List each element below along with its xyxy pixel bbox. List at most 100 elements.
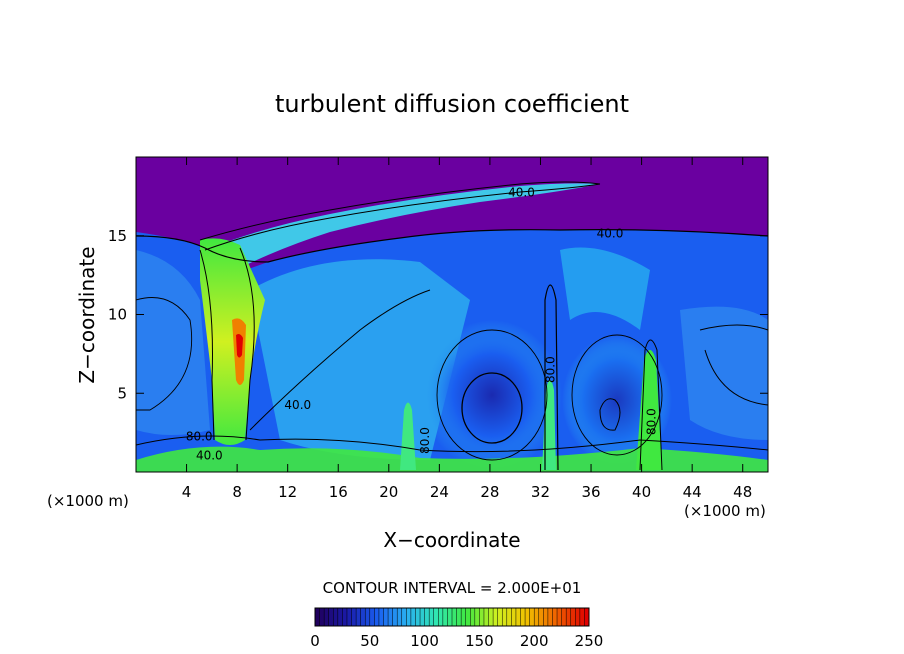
colorbar-swatch [511,608,517,626]
colorbar-swatch [525,608,531,626]
colorbar-swatch [561,608,567,626]
contour-line [204,183,601,251]
colorbar-swatch [515,608,521,626]
contour-label: 80.0 [645,408,659,435]
colorbar-swatch [502,608,508,626]
colorbar-swatch [315,608,321,626]
colorbar-swatch [346,608,353,626]
colorbar [314,608,590,626]
x-tick-label: 8 [232,483,242,501]
colorbar-swatch [328,608,334,626]
contour-lines [136,181,768,471]
colorbar-swatch [410,608,416,626]
x-tick-label: 16 [329,483,348,501]
colorbar-swatch [557,608,563,626]
colorbar-swatch [365,608,371,626]
colorbar-swatch [429,608,435,626]
colorbar-swatch [369,608,375,626]
y-tick-label: 5 [117,384,127,402]
colorbar-swatch [552,608,558,626]
colorbar-swatch [570,608,576,626]
colorbar-tick-label: 150 [465,632,494,650]
contour-line [199,181,601,241]
colorbar-swatch [401,608,407,626]
colorbar-swatch [538,608,544,626]
colorbar-swatch [342,608,348,626]
x-tick-label: 28 [480,483,499,501]
colorbar-swatch [433,608,439,626]
contour-line [199,249,215,441]
colorbar-swatch [534,608,540,626]
colorbar-swatch [465,608,471,626]
x-tick-label: 4 [182,483,192,501]
colorbar-swatch [397,608,403,626]
colorbar-swatch [333,608,339,626]
contour-line [239,247,255,441]
y-unit-label: (×1000 m) [47,492,129,510]
colorbar-swatch [356,608,362,626]
contour-line [599,398,621,431]
region-right-wisps [560,247,650,330]
region-mid-cell [250,259,470,460]
region-surface-layer [136,446,768,472]
colorbar-swatch [479,608,485,626]
colorbar-swatch [420,608,426,626]
colorbar-swatch [424,608,430,626]
x-unit-label: (×1000 m) [684,502,766,520]
colorbar-swatch [378,608,384,626]
y-axis-label: Z−coordinate [75,246,99,383]
colorbar-swatch [406,608,412,626]
colorbar-swatch [438,608,444,626]
contour-line [249,289,431,431]
contour-line [136,229,768,263]
contour-line [436,329,548,461]
y-tick-label: 15 [108,227,127,245]
y-axis-ticks: 5 10 15 [108,227,768,402]
contour-label: 80.0 [543,356,557,383]
colorbar-swatch [415,608,421,626]
colorbar-swatch [456,608,462,626]
colorbar-tick-label: 50 [360,632,379,650]
contour-label: 40.0 [196,448,223,462]
region-right-cell [680,306,768,440]
colorbar-tick-label: 250 [575,632,604,650]
region-left-cell [136,250,210,435]
colorbar-swatch [452,608,458,626]
contour-interval-text: CONTOUR INTERVAL = 2.000E+01 [323,579,582,597]
colorbar-swatch [579,608,585,626]
x-axis-label: X−coordinate [383,528,520,552]
y-tick-label: 10 [108,306,127,324]
x-tick-label: 32 [531,483,550,501]
colorbar-frame [314,607,590,627]
contour-label: 40.0 [508,185,535,199]
contour-line [136,435,768,453]
colorbar-swatch [337,608,343,626]
colorbar-swatch [547,608,553,626]
contour-line [699,324,768,406]
colorbar-swatch [392,608,398,626]
colorbar-tick-label: 100 [410,632,439,650]
colorbar-swatch [497,608,503,626]
x-tick-label: 44 [683,483,702,501]
colorbar-swatch [506,608,512,626]
x-tick-label: 48 [733,483,752,501]
region-green-spike-1 [400,402,416,470]
colorbar-ticks: 0 50 100 150 200 250 [310,632,603,650]
contour-label: 40.0 [284,398,311,412]
colorbar-swatch [566,608,572,626]
chart-title: turbulent diffusion coefficient [275,90,629,118]
colorbar-swatch [360,608,366,626]
colorbar-swatch [461,608,467,626]
contour-line [571,334,663,456]
x-axis-ticks: 4 8 12 16 20 24 28 32 36 40 44 48 [182,157,752,501]
x-tick-label: 20 [379,483,398,501]
region-plume-core-hot [236,334,243,358]
colorbar-swatch [319,608,325,626]
colorbar-tick-label: 0 [310,632,320,650]
contour-line [136,297,193,411]
colorbar-swatch [584,608,590,626]
colorbar-swatch [483,608,490,626]
colorbar-swatch [374,608,380,626]
colorbar-swatch [543,608,549,626]
